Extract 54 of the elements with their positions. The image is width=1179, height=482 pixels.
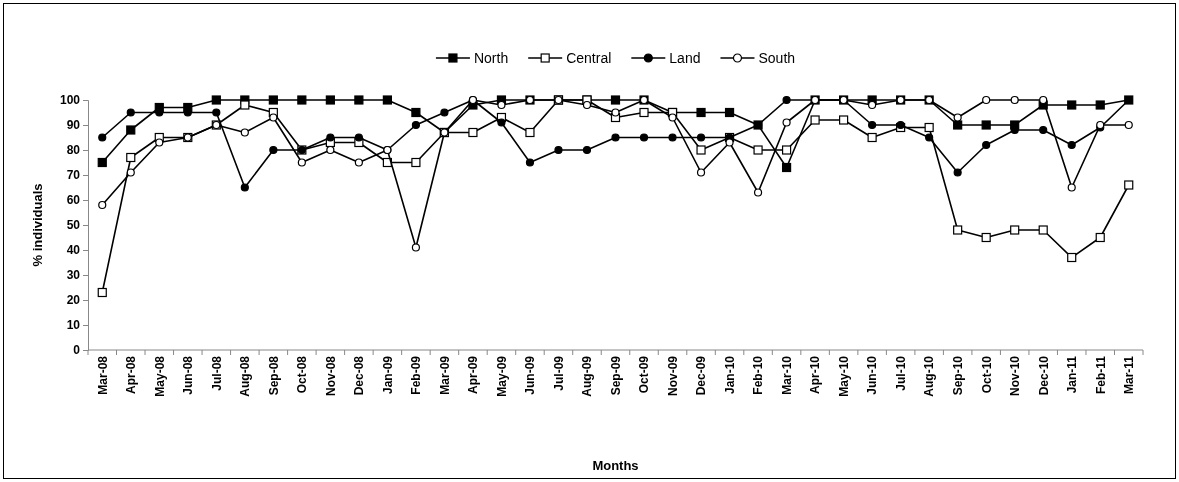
y-tick-label: 0 xyxy=(73,343,81,358)
x-tick-label: Feb-09 xyxy=(409,355,424,395)
x-tick-label: Jan-11 xyxy=(1065,355,1080,394)
x-tick-label: Jul-10 xyxy=(893,355,908,391)
y-tick-label: 100 xyxy=(59,93,81,108)
legend-label: Central xyxy=(566,49,612,66)
x-tick-label: Apr-08 xyxy=(124,355,139,395)
x-tick-label: Mar-08 xyxy=(95,355,110,395)
x-tick-label: May-10 xyxy=(836,355,851,397)
y-tick-label: 70 xyxy=(66,168,81,183)
x-tick-label: Sep-08 xyxy=(266,355,281,396)
x-tick-label: Dec-09 xyxy=(694,355,709,396)
x-tick-label: Feb-10 xyxy=(751,355,766,395)
y-tick-label: 60 xyxy=(66,193,81,208)
x-tick-label: Mar-10 xyxy=(779,355,794,395)
legend-label: North xyxy=(473,49,509,66)
x-tick-label: Apr-09 xyxy=(466,355,481,395)
y-tick-label: 20 xyxy=(66,293,81,308)
y-tick-label: 10 xyxy=(66,318,81,333)
x-tick-label: Nov-08 xyxy=(323,355,338,397)
y-tick-label: 90 xyxy=(66,118,81,133)
y-tick-label: 30 xyxy=(66,268,81,283)
legend-label: South xyxy=(758,49,796,66)
x-tick-label: Aug-08 xyxy=(238,355,253,397)
x-tick-label: Jan-09 xyxy=(380,355,395,395)
x-tick-label: Aug-10 xyxy=(922,355,937,397)
x-tick-label: Jul-09 xyxy=(551,355,566,391)
x-tick-label: Jan-10 xyxy=(722,355,737,395)
x-tick-label: May-09 xyxy=(494,355,509,397)
x-tick-label: Jul-08 xyxy=(209,355,224,391)
x-tick-label: Nov-10 xyxy=(1008,355,1023,397)
y-tick-label: 80 xyxy=(66,143,81,158)
y-tick-label: 40 xyxy=(66,243,81,258)
x-tick-label: Sep-09 xyxy=(608,355,623,396)
legend-label: Land xyxy=(669,49,701,66)
x-tick-label: Dec-08 xyxy=(352,355,367,396)
x-tick-label: Mar-09 xyxy=(437,355,452,395)
x-tick-label: Jun-08 xyxy=(181,355,196,395)
x-tick-label: Nov-09 xyxy=(665,355,680,397)
x-tick-label: Aug-09 xyxy=(580,355,595,397)
x-tick-label: Mar-11 xyxy=(1122,355,1137,395)
x-tick-label: Jun-10 xyxy=(865,355,880,395)
x-tick-label: Oct-08 xyxy=(295,355,310,394)
x-tick-label: May-08 xyxy=(152,355,167,397)
x-tick-label: Oct-10 xyxy=(979,355,994,394)
y-tick-label: 50 xyxy=(66,218,81,233)
x-tick-label: Jun-09 xyxy=(523,355,538,395)
y-axis-title: % individuals xyxy=(30,183,45,267)
x-tick-label: Feb-11 xyxy=(1093,355,1108,395)
x-tick-label: Sep-10 xyxy=(951,355,965,396)
x-tick-label: Dec-10 xyxy=(1036,355,1051,396)
x-axis-title: Months xyxy=(592,458,639,473)
x-tick-label: Apr-10 xyxy=(808,355,823,395)
x-tick-label: Oct-09 xyxy=(637,355,652,394)
